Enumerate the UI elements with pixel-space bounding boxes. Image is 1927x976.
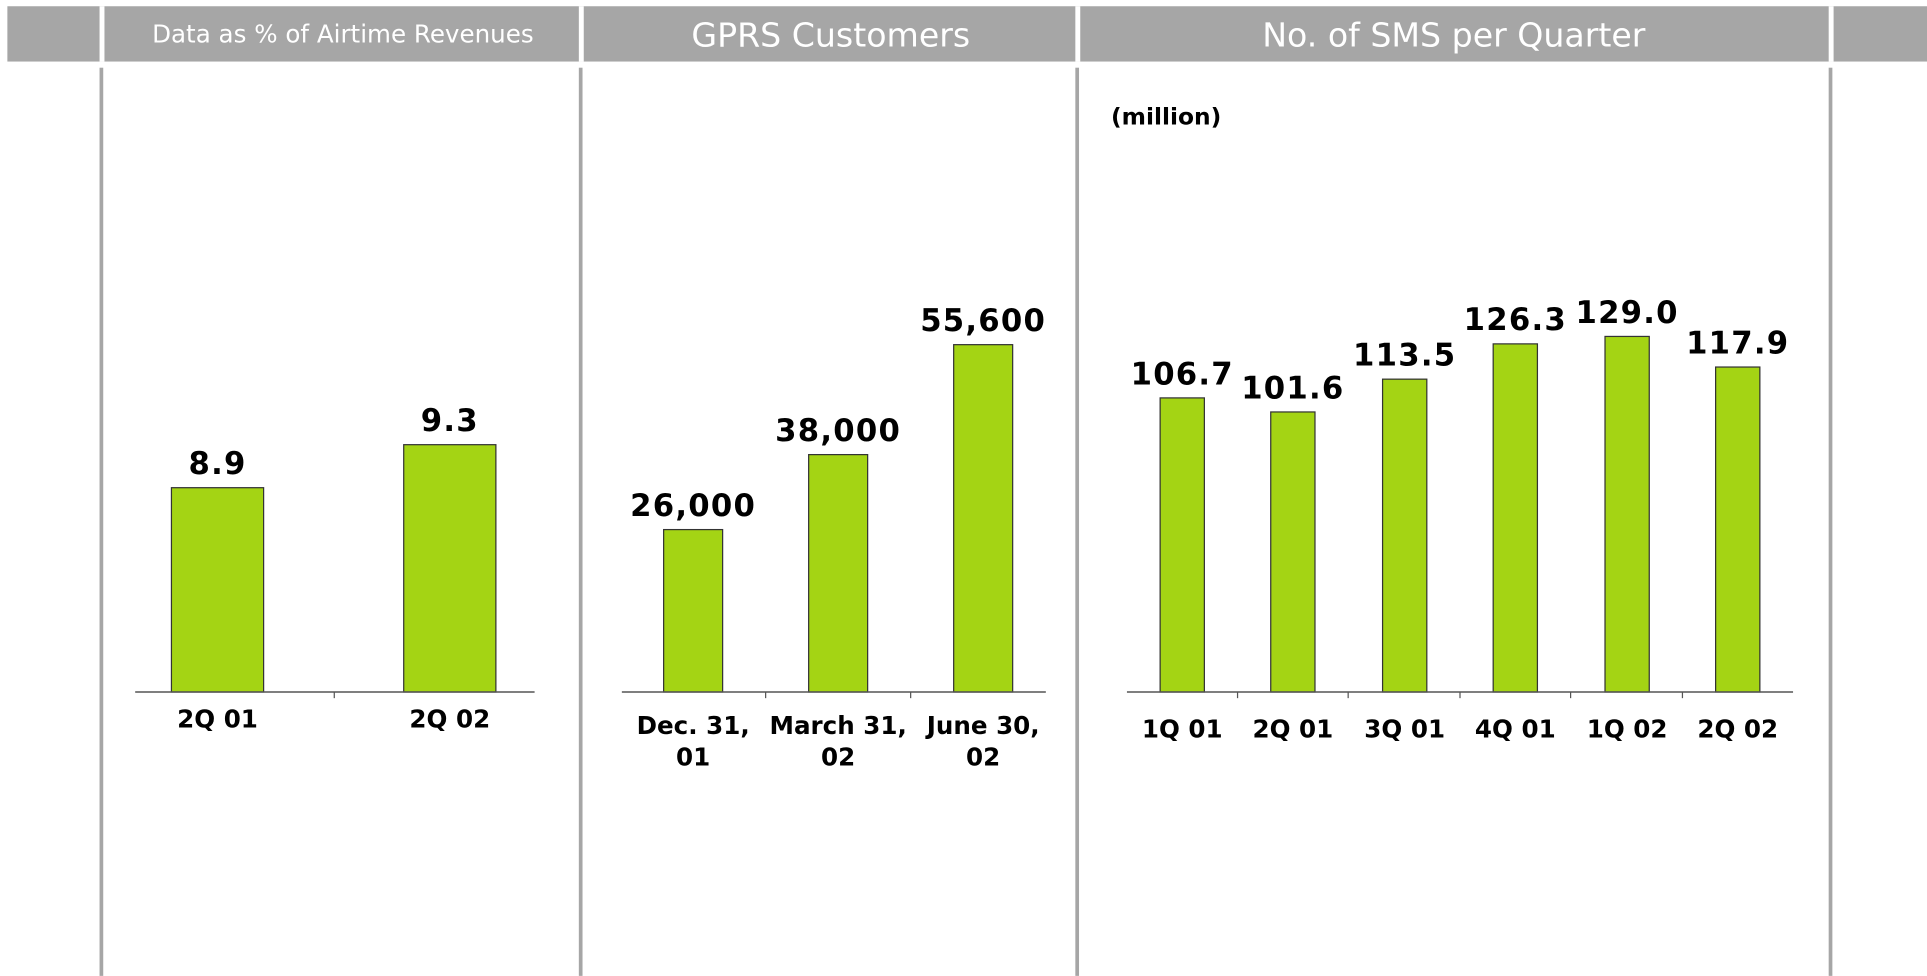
data-label: 117.9 <box>1686 325 1789 361</box>
data-label: 129.0 <box>1575 295 1678 331</box>
data-label: 9.3 <box>421 403 479 439</box>
data-label: 113.5 <box>1353 338 1456 374</box>
column-line <box>578 67 583 976</box>
x-tick-label: 1Q 01 <box>1141 714 1223 744</box>
x-tick-label-box: 2Q 02 <box>409 704 491 734</box>
x-tick-label: Dec. 31, 01 <box>636 710 750 772</box>
column-line <box>99 67 104 976</box>
data-label: 101.6 <box>1241 370 1344 406</box>
x-tick-label: 2Q 01 <box>1252 714 1334 744</box>
bar <box>1270 411 1316 693</box>
data-label: 26,000 <box>630 488 756 524</box>
header-bar <box>7 6 1927 62</box>
separator <box>99 6 105 62</box>
x-tick-label: 3Q 01 <box>1364 714 1446 744</box>
column-line <box>1075 67 1080 976</box>
x-tick-label: March 31, 02 <box>769 710 907 772</box>
x-tick-label-box: 2Q 01 <box>177 704 258 734</box>
bar <box>170 487 265 693</box>
x-tick-label: 4Q 01 <box>1474 714 1556 744</box>
separator <box>578 6 584 62</box>
bar <box>403 444 497 693</box>
bar <box>1604 335 1650 693</box>
x-tick-label-box: 1Q 02 <box>1586 714 1668 744</box>
x-tick-label: 2Q 01 <box>177 704 258 734</box>
x-tick-label: 1Q 02 <box>1586 714 1668 744</box>
x-tick-label-box: 2Q 02 <box>1697 714 1779 744</box>
separator <box>1828 6 1834 62</box>
x-tick-label-box: 3Q 01 <box>1364 714 1446 744</box>
bar <box>663 528 724 693</box>
data-label: 8.9 <box>188 446 246 482</box>
separator <box>1075 6 1081 62</box>
x-tick-label-box: 4Q 01 <box>1474 714 1556 744</box>
x-tick-label-box: Dec. 31, 01 <box>636 710 750 772</box>
bar <box>1715 366 1761 693</box>
data-label: 38,000 <box>775 413 901 449</box>
chart-title: GPRS Customers <box>691 15 970 54</box>
data-label: 126.3 <box>1464 302 1567 338</box>
column-lines <box>99 67 1833 976</box>
bar <box>808 453 869 693</box>
chart-subtitle: (million) <box>1111 103 1221 131</box>
bar <box>1381 378 1428 693</box>
x-tick-label-box: 2Q 01 <box>1252 714 1334 744</box>
x-tick-label-box: 1Q 01 <box>1141 714 1223 744</box>
bar <box>1492 343 1539 693</box>
column-line <box>1828 67 1833 976</box>
bar <box>953 344 1014 693</box>
x-tick-label-box: March 31, 02 <box>769 710 907 772</box>
data-label: 55,600 <box>920 303 1046 339</box>
x-tick-label: 2Q 02 <box>409 704 491 734</box>
data-label: 106.7 <box>1131 356 1234 392</box>
chart-title: Data as % of Airtime Revenues <box>152 20 534 49</box>
x-tick-label: June 30, 02 <box>926 710 1040 772</box>
bar <box>1159 397 1205 693</box>
header-separators <box>99 6 1834 62</box>
chart-title: No. of SMS per Quarter <box>1262 15 1646 54</box>
x-tick-label-box: June 30, 02 <box>926 710 1040 772</box>
x-tick-label: 2Q 02 <box>1697 714 1779 744</box>
